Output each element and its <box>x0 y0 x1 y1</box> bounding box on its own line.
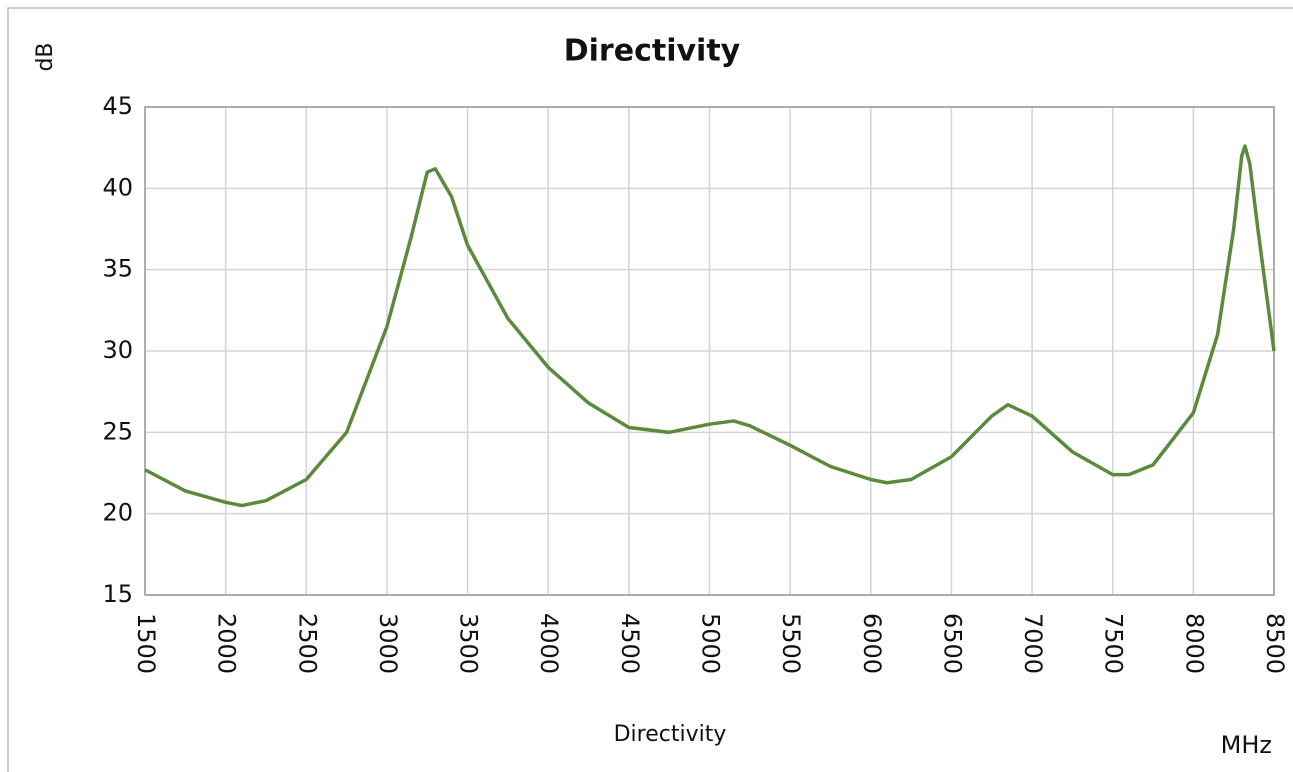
x-tick-label: 5000 <box>697 613 725 674</box>
x-tick-label: 7500 <box>1100 613 1128 674</box>
x-tick-label: 3000 <box>374 613 402 674</box>
data-line <box>144 144 1276 508</box>
y-tick-label: 35 <box>102 255 133 283</box>
x-tick-label: 3500 <box>455 613 483 674</box>
x-axis-label: MHz <box>1221 731 1272 759</box>
y-tick-label: 20 <box>102 499 133 527</box>
x-tick-label: 8500 <box>1261 613 1289 674</box>
y-tick-label: 45 <box>102 92 133 120</box>
x-tick-label: 6000 <box>858 613 886 674</box>
y-tick-label: 30 <box>102 336 133 364</box>
chart-title: Directivity <box>564 34 741 69</box>
x-tick-label: 2500 <box>293 613 321 674</box>
x-tick-label: 6500 <box>938 613 966 674</box>
frame <box>7 7 1293 772</box>
y-axis-label: dB <box>33 42 58 71</box>
x-tick-label: 8000 <box>1180 613 1208 674</box>
y-tick-label: 25 <box>102 417 133 445</box>
x-tick-label: 1500 <box>132 613 160 674</box>
x-tick-label: 2000 <box>213 613 241 674</box>
x-tick-label: 5500 <box>777 613 805 674</box>
x-tick-label: 4000 <box>535 613 563 674</box>
y-tick-label: 15 <box>102 580 133 608</box>
x-tick-label: 7000 <box>1019 613 1047 674</box>
legend-label: Directivity <box>614 722 727 747</box>
x-tick-label: 4500 <box>616 613 644 674</box>
y-tick-label: 40 <box>102 173 133 201</box>
